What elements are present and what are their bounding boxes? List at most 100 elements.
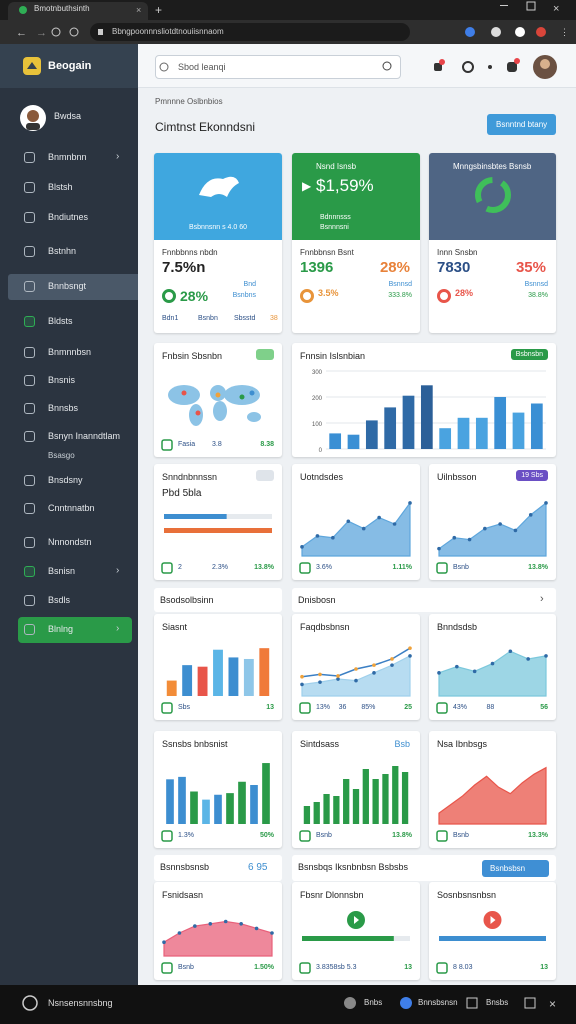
bar — [384, 407, 397, 449]
nav-label[interactable]: Blstsh — [48, 182, 73, 192]
start[interactable] — [22, 995, 38, 1011]
nav-label[interactable]: Bsnyn Inanndtlam — [48, 431, 121, 441]
badge-dot — [514, 58, 520, 64]
back[interactable]: ← — [16, 27, 27, 39]
url-box[interactable] — [90, 23, 410, 41]
tab[interactable] — [8, 2, 148, 20]
bar — [213, 649, 223, 696]
nav-label[interactable]: Blnlng — [48, 624, 74, 634]
close-icon[interactable]: × — [549, 997, 556, 1011]
nav-label[interactable]: Bnsnis — [48, 375, 76, 385]
card-title: Fnbsin Sbsnbn — [162, 351, 223, 361]
new-tab[interactable]: + — [155, 3, 162, 17]
taskbar-item[interactable]: Bnsbs — [486, 998, 509, 1007]
nav-label[interactable]: Cnntnnatbn — [48, 503, 95, 513]
footer-text: 2 — [178, 564, 182, 571]
nav-label[interactable]: Bnnsbs — [48, 403, 79, 413]
chart — [299, 911, 410, 974]
ext-icon[interactable] — [515, 27, 525, 37]
nav-label[interactable]: Bnsdsny — [48, 475, 83, 485]
nav-label[interactable]: Bnnbsngt — [48, 281, 87, 291]
status-glyph — [354, 916, 359, 924]
point — [544, 501, 548, 505]
card-badge: 19 Sbs — [516, 470, 548, 481]
nav-icon — [24, 537, 35, 548]
search-button[interactable] — [382, 61, 392, 71]
chart — [299, 646, 412, 714]
footer-text: 13.8% — [392, 832, 412, 839]
bar — [238, 781, 246, 824]
nav-label[interactable]: Bsdls — [48, 595, 71, 605]
home[interactable] — [69, 27, 79, 37]
chart-card: Fsnidsasn Bsnb 1.50% — [154, 882, 282, 980]
detail-icon — [437, 289, 451, 303]
point — [437, 546, 441, 551]
point — [354, 667, 358, 671]
menu[interactable]: ⋮ — [560, 27, 569, 37]
detail-main: 28% — [180, 288, 209, 304]
chart — [436, 649, 548, 714]
tab-close[interactable]: × — [136, 5, 141, 15]
nav-label[interactable]: Bnmnbnn — [48, 152, 87, 162]
task-icon[interactable] — [344, 997, 356, 1009]
minimize[interactable] — [500, 5, 508, 6]
footer-text: 8.38 — [260, 441, 274, 448]
footer-icon — [299, 702, 311, 714]
kpi-value: 7830 — [437, 259, 471, 276]
taskbar-item[interactable]: Bnbs — [364, 998, 383, 1007]
footer-icon — [436, 702, 448, 714]
detail-main: 3.5% — [318, 288, 339, 298]
task-icon[interactable] — [466, 997, 478, 1009]
detail-icon — [300, 289, 314, 303]
footer-icon — [161, 962, 173, 974]
nav-label[interactable]: Bsnisn — [48, 566, 76, 576]
close[interactable]: × — [553, 3, 559, 15]
area — [163, 920, 273, 957]
search-box[interactable] — [155, 55, 401, 79]
profile[interactable] — [536, 27, 546, 37]
card-title: Uilnbsson — [437, 472, 477, 482]
nav-label[interactable]: Bndiutnes — [48, 212, 89, 222]
forward[interactable]: → — [36, 27, 47, 39]
point — [300, 545, 304, 549]
kpi-banner — [154, 153, 282, 240]
chart — [161, 514, 272, 574]
nav-icon — [24, 431, 35, 442]
point — [354, 678, 358, 683]
nav-chevron: › — [116, 151, 120, 162]
taskbar-icons: × — [22, 995, 556, 1011]
emblem-shape — [199, 176, 239, 197]
nav-label[interactable]: Nnnondstn — [48, 537, 92, 547]
task-icon[interactable] — [400, 997, 412, 1009]
dot-icon[interactable] — [488, 65, 492, 69]
card-note: Bsb — [394, 739, 410, 749]
tab-title: Bmotnbuthsinth — [34, 4, 90, 13]
point — [372, 663, 376, 667]
window-icon[interactable] — [524, 997, 536, 1009]
card-badge — [256, 349, 274, 360]
maximize[interactable] — [526, 1, 536, 11]
point — [437, 671, 441, 675]
primary-button[interactable] — [487, 114, 556, 135]
point — [193, 924, 197, 928]
nav-label[interactable]: Bldsts — [48, 316, 73, 326]
nav-label[interactable]: Bnmnnbsn — [48, 347, 92, 357]
bell[interactable] — [434, 63, 442, 71]
point — [452, 535, 457, 540]
emblem-shape — [474, 177, 511, 213]
status-icon[interactable] — [462, 61, 474, 73]
user-avatar — [20, 105, 46, 131]
reload[interactable] — [51, 27, 61, 37]
area — [301, 654, 411, 697]
taskbar-item[interactable]: Bnnsbsnsn — [418, 998, 458, 1007]
bar — [329, 433, 342, 449]
section-button[interactable] — [482, 860, 549, 877]
ext-icon[interactable] — [465, 27, 475, 37]
footer-text: 13.8% — [528, 564, 548, 571]
ext-icon[interactable] — [491, 27, 501, 37]
nav-icon — [24, 347, 35, 358]
msg-icon[interactable] — [507, 62, 517, 72]
chart — [161, 648, 270, 714]
nav-label[interactable]: Bstnhn — [48, 246, 77, 256]
taskbar — [0, 985, 576, 1024]
